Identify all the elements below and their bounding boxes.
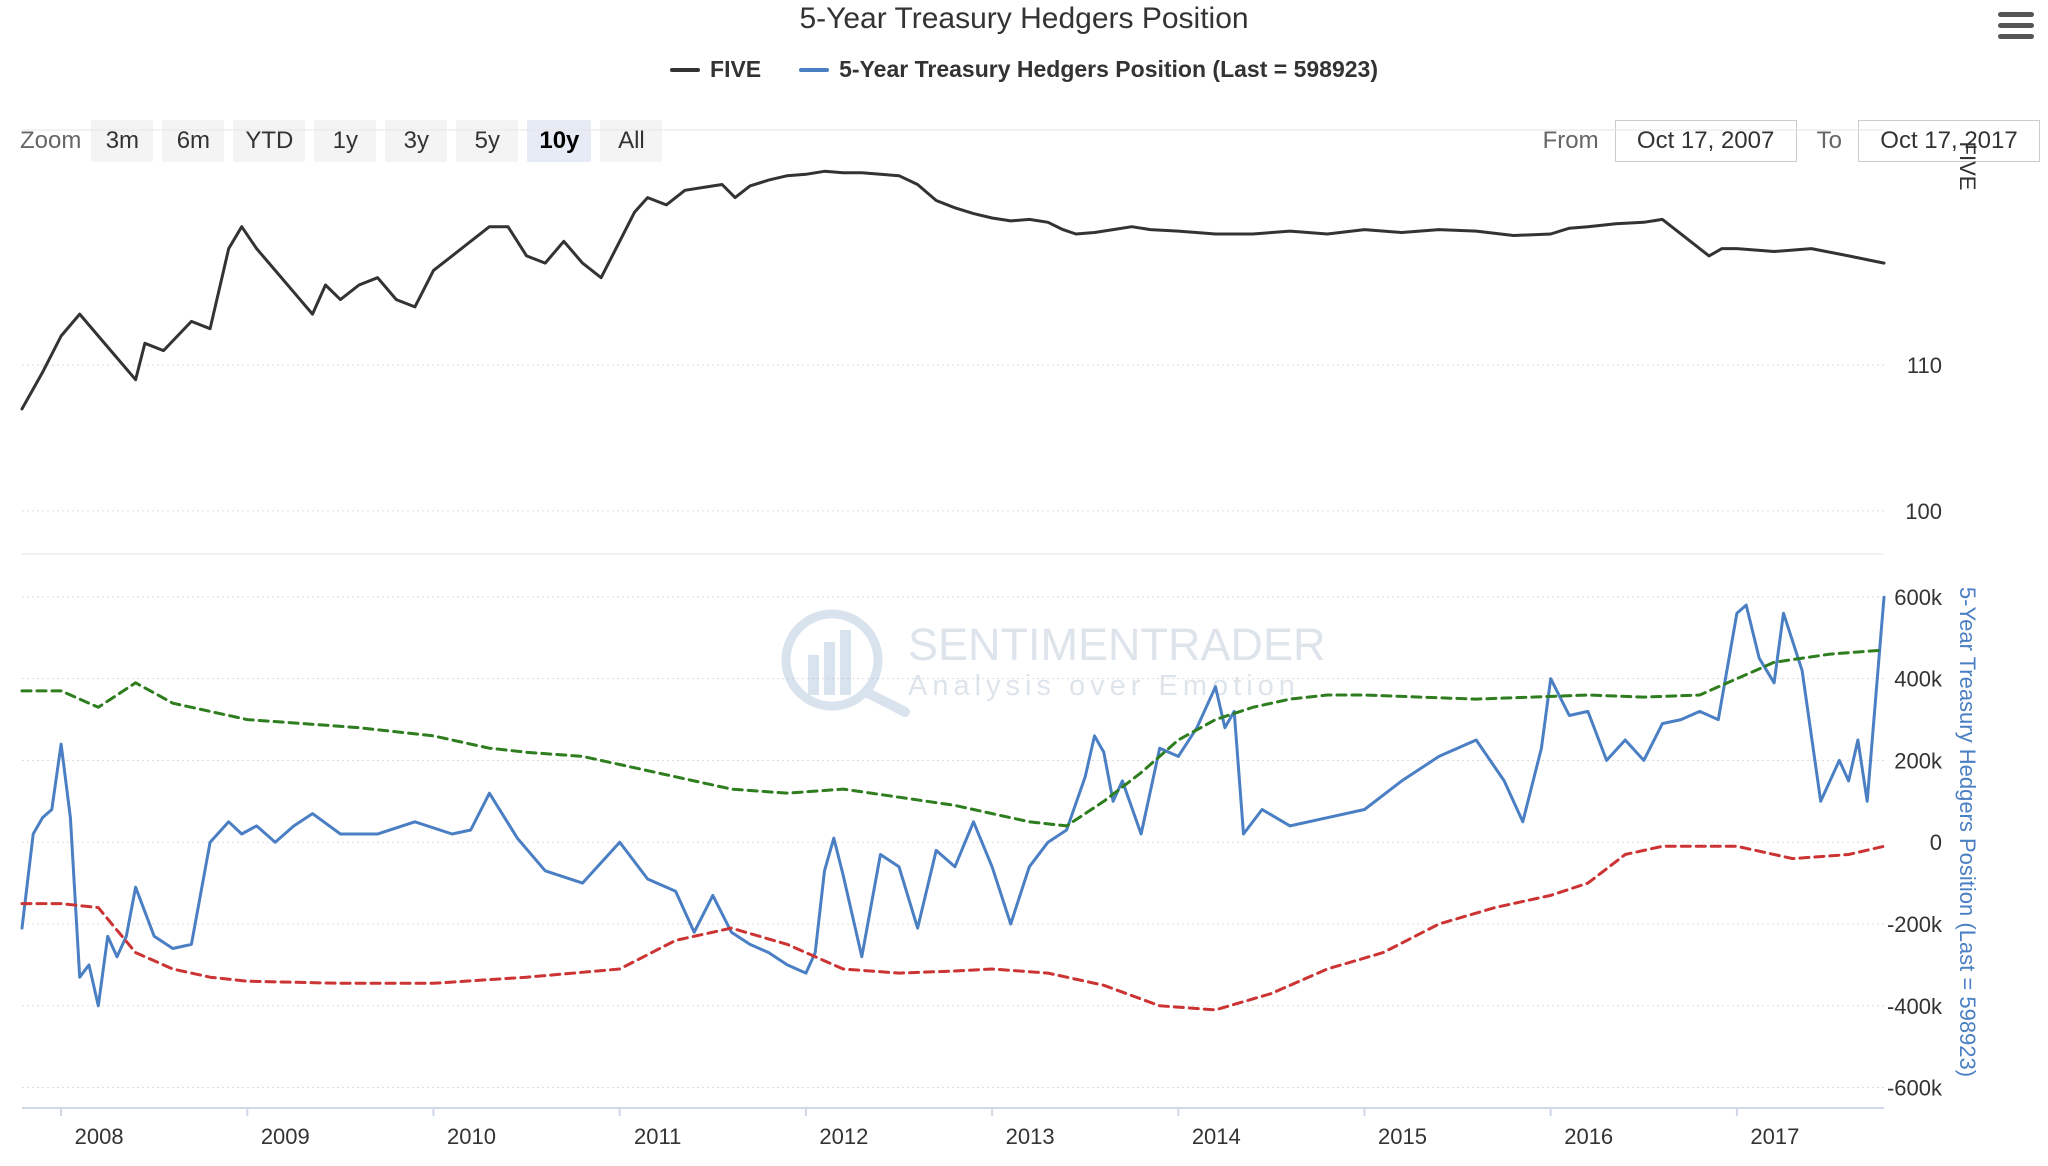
y-tick-label: 200k bbox=[1894, 748, 1943, 773]
series-line-hedgers-2[interactable] bbox=[20, 844, 1886, 1012]
y-tick-label: -400k bbox=[1887, 994, 1943, 1019]
legend-item-hedgers[interactable]: 5-Year Treasury Hedgers Position (Last =… bbox=[799, 56, 1378, 83]
legend-item-five[interactable]: FIVE bbox=[670, 56, 761, 83]
y-tick-label: 100 bbox=[1905, 499, 1942, 524]
y-tick-label: -200k bbox=[1887, 912, 1943, 937]
zoom-bar: Zoom 3m 6m YTD 1y 3y 5y 10y All bbox=[20, 120, 671, 162]
grid-lines bbox=[22, 129, 1884, 1089]
y-tick-label: -600k bbox=[1887, 1076, 1943, 1101]
date-range: From To bbox=[1543, 120, 2040, 162]
x-tick-label: 2008 bbox=[75, 1124, 124, 1149]
watermark-brand: SENTIMENTRADER bbox=[908, 619, 1326, 670]
to-date-input[interactable] bbox=[1858, 120, 2040, 162]
x-tick-label: 2010 bbox=[447, 1124, 496, 1149]
series-line-hedgers-1[interactable] bbox=[20, 648, 1886, 828]
zoom-button-all[interactable]: All bbox=[600, 120, 663, 162]
watermark: SENTIMENTRADER Analysis over Emotion bbox=[781, 609, 1326, 717]
from-date-input[interactable] bbox=[1614, 120, 1797, 162]
y-tick-label: 600k bbox=[1894, 585, 1943, 610]
series-line-hedgers-0[interactable] bbox=[20, 595, 1886, 1008]
legend: FIVE 5-Year Treasury Hedgers Position (L… bbox=[0, 56, 2048, 83]
y-tick-label: 110 bbox=[1907, 353, 1942, 378]
x-tick-label: 2009 bbox=[261, 1124, 310, 1149]
zoom-label: Zoom bbox=[20, 127, 82, 154]
zoom-button-6m[interactable]: 6m bbox=[162, 120, 225, 162]
zoom-button-3y[interactable]: 3y bbox=[385, 120, 448, 162]
watermark-bar-icon bbox=[824, 642, 835, 695]
axis-layer: 100 110 FIVE 600k 400k 200k 0 -200k -400k -600k 5-… bbox=[22, 142, 1980, 1149]
x-tick-label: 2017 bbox=[1750, 1124, 1799, 1149]
legend-label-hedgers: 5-Year Treasury Hedgers Position (Last =… bbox=[839, 56, 1378, 82]
series-layer bbox=[20, 169, 1886, 1012]
x-tick-label: 2012 bbox=[819, 1124, 868, 1149]
x-tick-label: 2015 bbox=[1378, 1124, 1427, 1149]
watermark-bar-icon bbox=[808, 655, 819, 695]
y-axis-title-five: FIVE bbox=[1955, 142, 1980, 191]
y-axis-title-hedgers: 5-Year Treasury Hedgers Position (Last =… bbox=[1955, 587, 1980, 1077]
legend-swatch-five bbox=[670, 67, 701, 72]
x-tick-label: 2013 bbox=[1006, 1124, 1055, 1149]
y-tick-label: 0 bbox=[1930, 830, 1942, 855]
y-tick-label: 400k bbox=[1894, 667, 1943, 692]
x-tick-label: 2014 bbox=[1192, 1124, 1241, 1149]
chart-title: 5-Year Treasury Hedgers Position bbox=[799, 2, 1249, 35]
legend-swatch-hedgers bbox=[799, 67, 830, 72]
watermark-tagline: Analysis over Emotion bbox=[908, 670, 1300, 702]
legend-label-five: FIVE bbox=[710, 56, 762, 82]
from-label: From bbox=[1542, 127, 1599, 154]
watermark-logo-icon bbox=[781, 609, 883, 711]
zoom-button-5y[interactable]: 5y bbox=[456, 120, 519, 162]
to-label: To bbox=[1816, 127, 1842, 154]
x-tick-label: 2016 bbox=[1564, 1124, 1613, 1149]
watermark-bar-icon bbox=[840, 630, 851, 695]
watermark-magnifier-icon bbox=[861, 687, 910, 717]
series-line-price-0[interactable] bbox=[20, 169, 1886, 411]
zoom-button-1y[interactable]: 1y bbox=[314, 120, 377, 162]
x-tick-label: 2011 bbox=[634, 1124, 681, 1149]
hamburger-menu-icon[interactable] bbox=[1998, 12, 2034, 46]
zoom-button-10y[interactable]: 10y bbox=[527, 120, 592, 162]
zoom-button-3m[interactable]: 3m bbox=[91, 120, 154, 162]
zoom-button-ytd[interactable]: YTD bbox=[233, 120, 306, 162]
